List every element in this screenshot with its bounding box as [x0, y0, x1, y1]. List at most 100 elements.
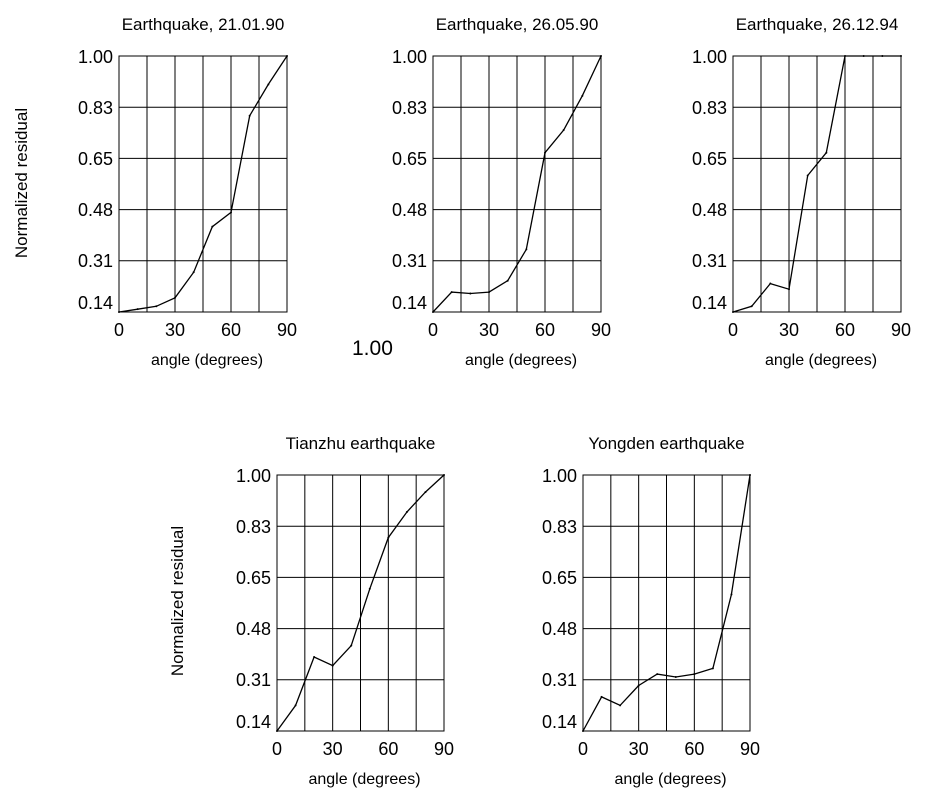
data-point: [405, 510, 408, 513]
chart-panel-2: Earthquake, 26.05.90 1.00 0.83 0.65 0.48 0.31…: [392, 15, 611, 369]
data-point: [286, 55, 288, 57]
data-point: [619, 704, 622, 707]
y-tick-label: 0.31: [78, 251, 113, 271]
data-point: [674, 675, 677, 678]
data-point: [693, 673, 696, 676]
data-point: [750, 305, 753, 308]
x-axis-label: angle (degrees): [151, 352, 263, 369]
y-tick-label: 0.83: [692, 98, 727, 118]
chart-panel-5: Yongden earthquake 1.00 0.83 0.65 0.48 0.31 0.…: [542, 434, 760, 788]
x-tick-label: 60: [684, 739, 704, 759]
x-axis-label: angle (degrees): [308, 771, 420, 788]
stray-label: 1.00: [352, 337, 393, 360]
data-point: [192, 271, 195, 274]
data-point: [862, 55, 865, 57]
y-tick-label: 0.65: [542, 568, 577, 588]
data-point: [136, 308, 139, 311]
data-point: [749, 474, 751, 476]
x-tick-label: 30: [779, 320, 799, 340]
series-line: [276, 474, 445, 732]
data-point: [900, 55, 902, 57]
data-point: [711, 667, 714, 670]
y-tick-label: 0.31: [542, 670, 577, 690]
x-tick-label: 90: [891, 320, 911, 340]
data-point: [730, 593, 733, 596]
chart-panel-3: Earthquake, 26.12.94 1.00 0.83 0.65 0.48 0.31…: [692, 15, 911, 369]
series-line: [118, 55, 288, 313]
y-tick-label: 0.31: [392, 251, 427, 271]
data-point: [155, 305, 158, 308]
y-tick-label: 0.48: [692, 200, 727, 220]
x-axis-label: angle (degrees): [765, 352, 877, 369]
x-tick-label: 60: [221, 320, 241, 340]
y-tick-label: 1.00: [692, 47, 727, 67]
data-point: [544, 151, 546, 154]
data-point: [732, 311, 734, 313]
data-point: [581, 94, 584, 97]
data-point: [637, 684, 640, 687]
chart-panel-1: Earthquake, 21.01.90 1.00 0.83 0.65 0.48 0.31…: [78, 15, 297, 369]
y-tick-label: 0.83: [392, 98, 427, 118]
data-point: [806, 174, 809, 177]
data-point: [424, 491, 427, 494]
x-tick-label: 90: [740, 739, 760, 759]
data-point: [656, 673, 659, 676]
chart-title: Earthquake, 26.05.90: [436, 15, 599, 34]
data-point: [118, 311, 120, 313]
y-tick-label: 1.00: [392, 47, 427, 67]
x-tick-label: 30: [479, 320, 499, 340]
data-point: [350, 644, 353, 647]
x-tick-label: 30: [323, 739, 343, 759]
data-point: [432, 311, 434, 313]
data-point: [387, 536, 390, 539]
y-tick-label: 0.14: [236, 712, 271, 732]
y-tick-label: 1.00: [236, 466, 271, 486]
y-tick-label: 0.83: [542, 517, 577, 537]
y-tick-label: 0.48: [392, 200, 427, 220]
data-point: [294, 704, 297, 707]
data-point: [443, 474, 445, 476]
data-point: [450, 291, 453, 294]
series-line: [732, 55, 901, 313]
y-tick-label: 1.00: [78, 47, 113, 67]
data-point: [600, 55, 602, 57]
data-point: [230, 211, 232, 214]
data-point: [313, 656, 316, 659]
x-tick-label: 0: [428, 320, 438, 340]
series-line: [582, 474, 751, 732]
data-point: [506, 279, 509, 282]
chart-title: Earthquake, 26.12.94: [736, 15, 899, 34]
y-tick-label: 1.00: [542, 466, 577, 486]
x-tick-label: 0: [114, 320, 124, 340]
data-point: [331, 664, 334, 667]
y-tick-label: 0.83: [78, 98, 113, 118]
y-tick-label: 0.14: [692, 293, 727, 313]
data-point: [825, 151, 828, 154]
y-tick-label: 0.14: [392, 293, 427, 313]
series-line: [432, 55, 602, 313]
data-point: [211, 225, 214, 228]
data-point: [788, 288, 790, 291]
x-tick-label: 0: [272, 739, 282, 759]
y-tick-label: 0.65: [78, 149, 113, 169]
chart-title: Yongden earthquake: [588, 434, 744, 453]
y-tick-label: 0.14: [78, 293, 113, 313]
x-tick-label: 60: [835, 320, 855, 340]
data-point: [488, 291, 490, 294]
data-point: [881, 55, 884, 57]
y-tick-label: 0.48: [542, 619, 577, 639]
x-tick-label: 30: [165, 320, 185, 340]
data-point: [267, 83, 270, 86]
data-point: [276, 730, 278, 732]
x-tick-label: 90: [591, 320, 611, 340]
x-tick-label: 60: [535, 320, 555, 340]
x-tick-label: 90: [277, 320, 297, 340]
data-point: [562, 128, 565, 131]
y-tick-label: 0.31: [236, 670, 271, 690]
data-point: [469, 292, 472, 295]
chart-panel-4: Tianzhu earthquake 1.00 0.83 0.65 0.48 0.31 0.…: [236, 434, 454, 788]
data-point: [844, 55, 846, 57]
data-point: [174, 296, 176, 299]
x-tick-label: 0: [728, 320, 738, 340]
